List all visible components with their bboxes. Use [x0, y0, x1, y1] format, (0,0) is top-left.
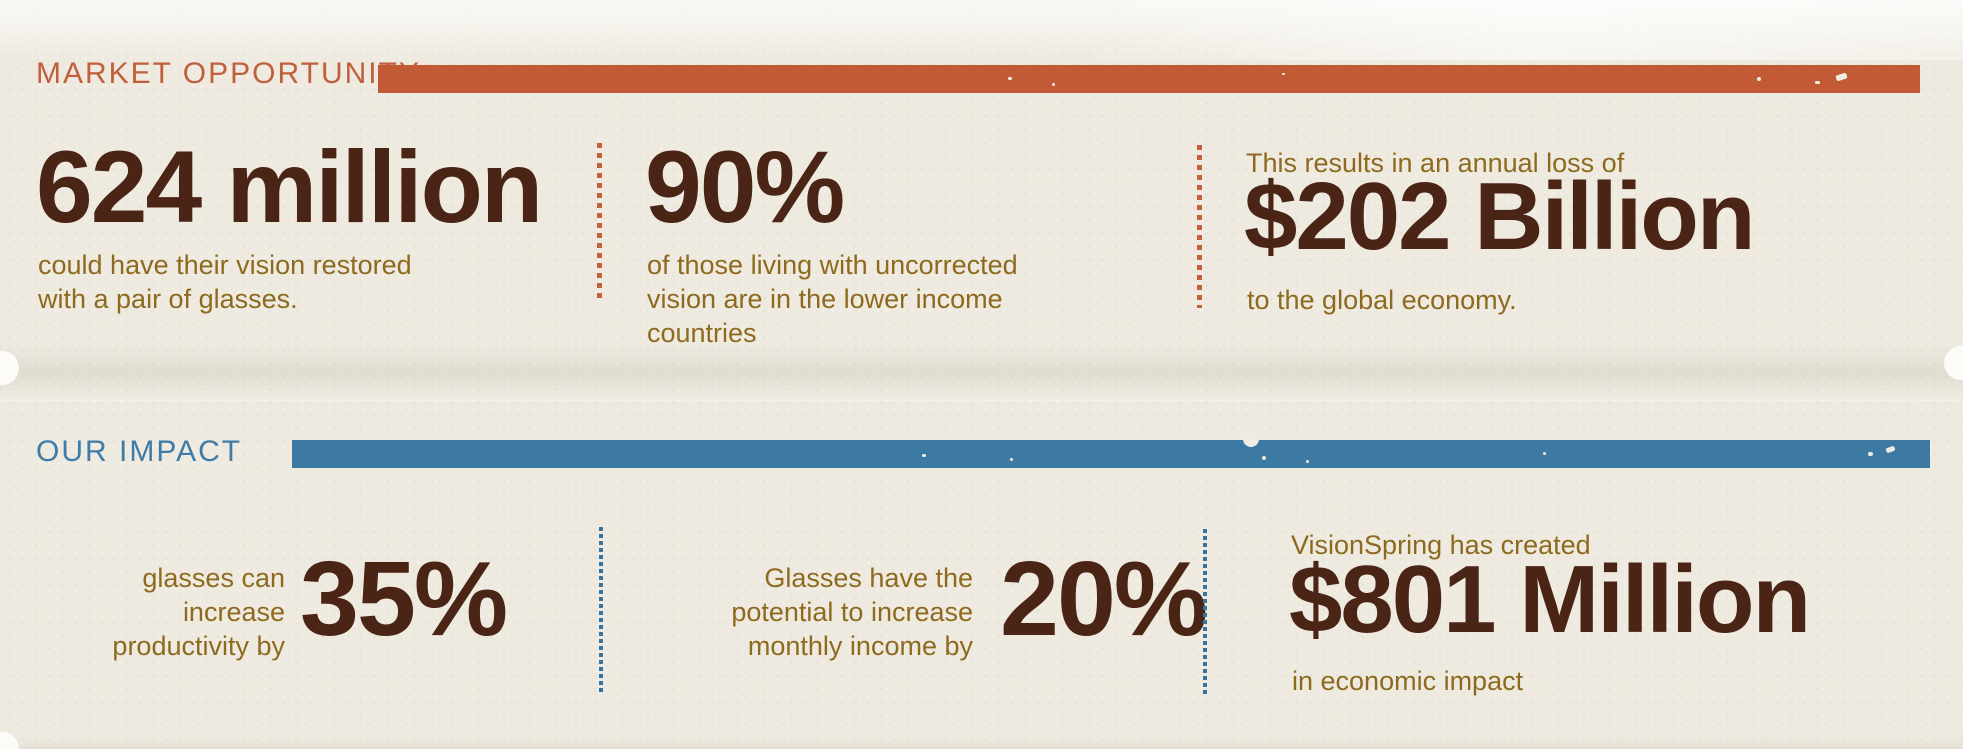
bar-distress-speck [1243, 438, 1259, 447]
stat-202-billion-caption: to the global economy. [1247, 285, 1517, 315]
bar-distress-speck [1868, 452, 1873, 456]
our-impact-accent-bar [292, 438, 1930, 468]
caption-line: with a pair of glasses. [38, 284, 298, 314]
bar-distress-speck [1543, 452, 1546, 455]
caption-line: countries [647, 318, 757, 348]
stat-35-percent-value: 35% [300, 540, 508, 658]
stat-202-billion-intro: This results in an annual loss of [1246, 148, 1625, 178]
lead-line: monthly income by [747, 631, 973, 661]
lead-line: potential to increase [731, 597, 973, 627]
bar-distress-speck [1052, 83, 1055, 86]
market-opportunity-accent-bar [378, 65, 1920, 93]
paper-top-highlight [0, 0, 1963, 60]
stat-90-percent-value: 90% [645, 130, 845, 244]
bar-distress-speck [1757, 77, 1761, 81]
bar-distress-speck [1885, 445, 1896, 454]
stat-801-million-caption: in economic impact [1292, 666, 1524, 696]
edge-notch-left [0, 351, 19, 385]
caption-line: could have their vision restored [38, 250, 412, 280]
lead-line: productivity by [112, 631, 285, 661]
caption-line: of those living with uncorrected [647, 250, 1018, 280]
lead-line: Glasses have the [764, 563, 973, 593]
stat-90-percent-caption: of those living with uncorrected vision … [647, 248, 1018, 350]
bar-distress-speck [1262, 456, 1266, 460]
stat-20-percent-value: 20% [1000, 540, 1208, 658]
market-opportunity-heading: MARKET OPPORTUNITY [36, 57, 421, 90]
card-seam-shadow [0, 344, 1963, 402]
bar-distress-speck [1008, 77, 1012, 80]
stat-801-million-intro: VisionSpring has created [1291, 530, 1591, 560]
bar-distress-speck [1306, 460, 1309, 463]
bar-distress-speck [1282, 73, 1285, 75]
stat-35-percent-lead: glasses can increase productivity by [35, 561, 285, 663]
dotted-divider-orange-2 [1197, 145, 1202, 308]
our-impact-heading: OUR IMPACT [36, 435, 243, 468]
lead-line: increase [182, 597, 285, 627]
bar-distress-speck [1835, 72, 1848, 82]
stat-624-million-value: 624 million [36, 130, 543, 244]
edge-notch-right [1944, 346, 1963, 380]
bar-distress-speck [1815, 81, 1820, 84]
lead-line: glasses can [142, 563, 285, 593]
stat-20-percent-lead: Glasses have the potential to increase m… [660, 561, 973, 663]
caption-line: vision are in the lower income [647, 284, 1003, 314]
stat-202-billion-value: $202 Billion [1244, 163, 1756, 270]
bottom-edge-shade [0, 735, 1963, 749]
stat-801-million-value: $801 Million [1289, 546, 1811, 653]
edge-notch-bottom-left [0, 732, 19, 749]
bar-distress-speck [1010, 458, 1013, 461]
dotted-divider-blue-2 [1203, 529, 1207, 695]
stat-624-million-caption: could have their vision restored with a … [38, 248, 412, 316]
dotted-divider-blue-1 [599, 527, 603, 694]
bar-distress-speck [922, 454, 926, 457]
dotted-divider-orange-1 [597, 143, 602, 303]
